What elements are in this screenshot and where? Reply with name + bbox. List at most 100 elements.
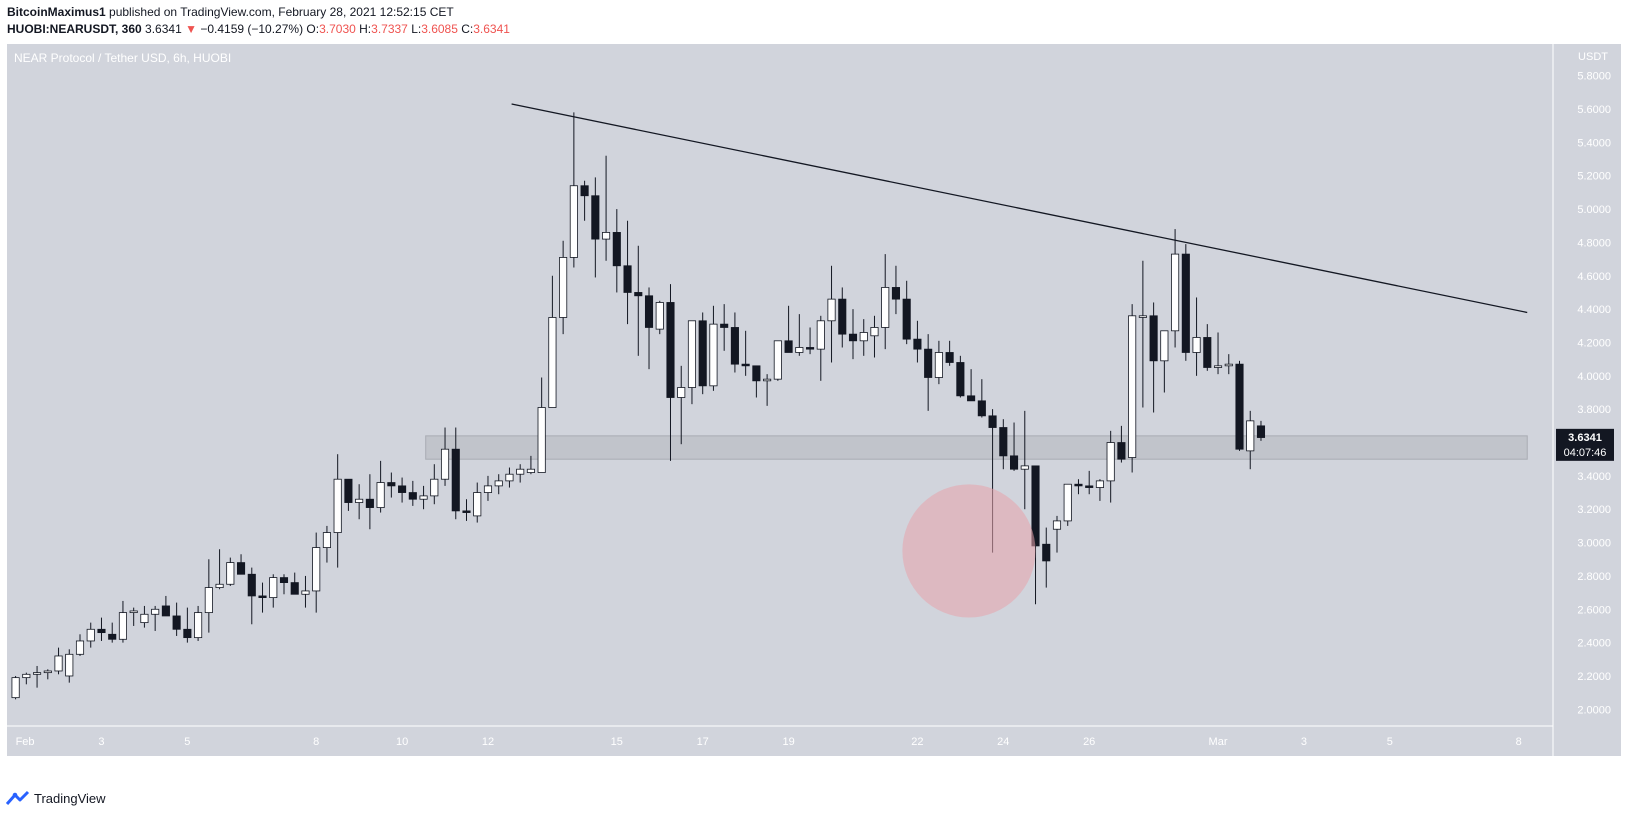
open-value: 3.7030 [319, 22, 356, 36]
candle [430, 464, 439, 505]
candle-body [65, 653, 74, 677]
candle [505, 467, 514, 488]
candle [934, 340, 943, 385]
low-label: L: [411, 22, 422, 36]
candle [612, 209, 621, 293]
candle [1203, 324, 1212, 371]
time-axis[interactable]: Feb 3 5 8 10 12 15 17 19 22 24 26 Mar 3 5 8 [16, 736, 1522, 748]
candle-body [902, 298, 911, 340]
x-tick-label: Feb [16, 736, 35, 748]
candle [827, 265, 836, 363]
candle [709, 305, 718, 391]
candle [355, 484, 364, 520]
candle [859, 319, 868, 356]
x-tick-label: 3 [98, 736, 104, 748]
candle-body [763, 378, 772, 382]
candle [644, 287, 654, 370]
x-tick-label: 5 [1387, 736, 1393, 748]
candle [269, 574, 278, 608]
candle-body [741, 363, 750, 367]
candle [376, 460, 385, 513]
candle [290, 572, 299, 595]
candle [1192, 297, 1201, 376]
candle-body [75, 640, 85, 655]
candle [43, 669, 52, 680]
candle [870, 315, 879, 358]
candle [784, 305, 793, 353]
candle-body [430, 478, 439, 497]
candle [440, 427, 450, 486]
y-tick-label: 5.0000 [1577, 204, 1611, 216]
candle [623, 220, 632, 325]
candle [720, 304, 729, 351]
candle-body [687, 320, 697, 388]
x-tick-label: 8 [1516, 736, 1522, 748]
candle [1085, 470, 1094, 495]
candle-body [1181, 253, 1190, 353]
candle [967, 369, 976, 402]
candle [22, 672, 31, 685]
candle-body [977, 400, 986, 417]
candle-body [1074, 483, 1083, 487]
candle-body [859, 332, 868, 342]
candle [194, 605, 203, 641]
candle-body [269, 577, 278, 599]
x-tick-label: 17 [697, 736, 709, 748]
candle [226, 557, 235, 586]
candle [322, 525, 331, 563]
candle [752, 365, 761, 398]
candle [977, 379, 986, 418]
candle [312, 532, 321, 613]
price-chart[interactable]: NEAR Protocol / Tether USD, 6h, HUOBI US… [0, 44, 1627, 784]
candle-body [806, 347, 815, 350]
candle [387, 472, 396, 498]
candle-body [408, 492, 417, 500]
author-name[interactable]: BitcoinMaximus1 [7, 5, 106, 19]
currency-label: USDT [1578, 51, 1608, 63]
candle [183, 607, 192, 643]
candle [1138, 260, 1147, 408]
candle-body [312, 547, 321, 592]
y-tick-label: 2.6000 [1577, 604, 1611, 616]
candle [1031, 465, 1040, 605]
candle-body [226, 562, 235, 585]
candle [763, 374, 772, 406]
candle [11, 675, 20, 700]
candle-body [258, 595, 267, 599]
candle-body [11, 677, 20, 699]
candle-body [1063, 483, 1072, 522]
candle-body [172, 615, 181, 630]
y-tick-label: 5.2000 [1577, 171, 1611, 183]
candle-body [580, 185, 589, 197]
support-zone-layer [425, 435, 1528, 460]
candle [891, 265, 901, 315]
candle-body [140, 613, 149, 624]
candle-body [1138, 315, 1147, 318]
candle [999, 419, 1008, 470]
candle-body [1160, 330, 1169, 362]
price-label-box [1556, 428, 1614, 461]
candle [408, 480, 417, 506]
x-tick-label: 22 [911, 736, 923, 748]
candle-body [934, 352, 943, 378]
candle [1160, 330, 1169, 393]
candle-body [773, 340, 782, 380]
y-tick-label: 2.0000 [1577, 704, 1611, 716]
candle [741, 330, 750, 376]
candle-body [559, 257, 568, 318]
open-label: O: [306, 22, 320, 36]
candle-body [440, 448, 450, 480]
candle-body [1235, 363, 1244, 450]
candle-body [494, 480, 503, 487]
tradingview-logo[interactable]: TradingView [6, 790, 106, 806]
candle [1256, 420, 1266, 441]
symbol-label[interactable]: HUOBI:NEARUSDT, 360 [7, 22, 142, 36]
drawings-layer [511, 103, 1528, 618]
candle-body [1085, 485, 1094, 488]
candle [1095, 479, 1104, 501]
candle [816, 315, 825, 381]
candle-body [118, 612, 128, 640]
candle [258, 582, 267, 613]
candle-body [419, 495, 428, 500]
brand-name: TradingView [34, 790, 106, 806]
